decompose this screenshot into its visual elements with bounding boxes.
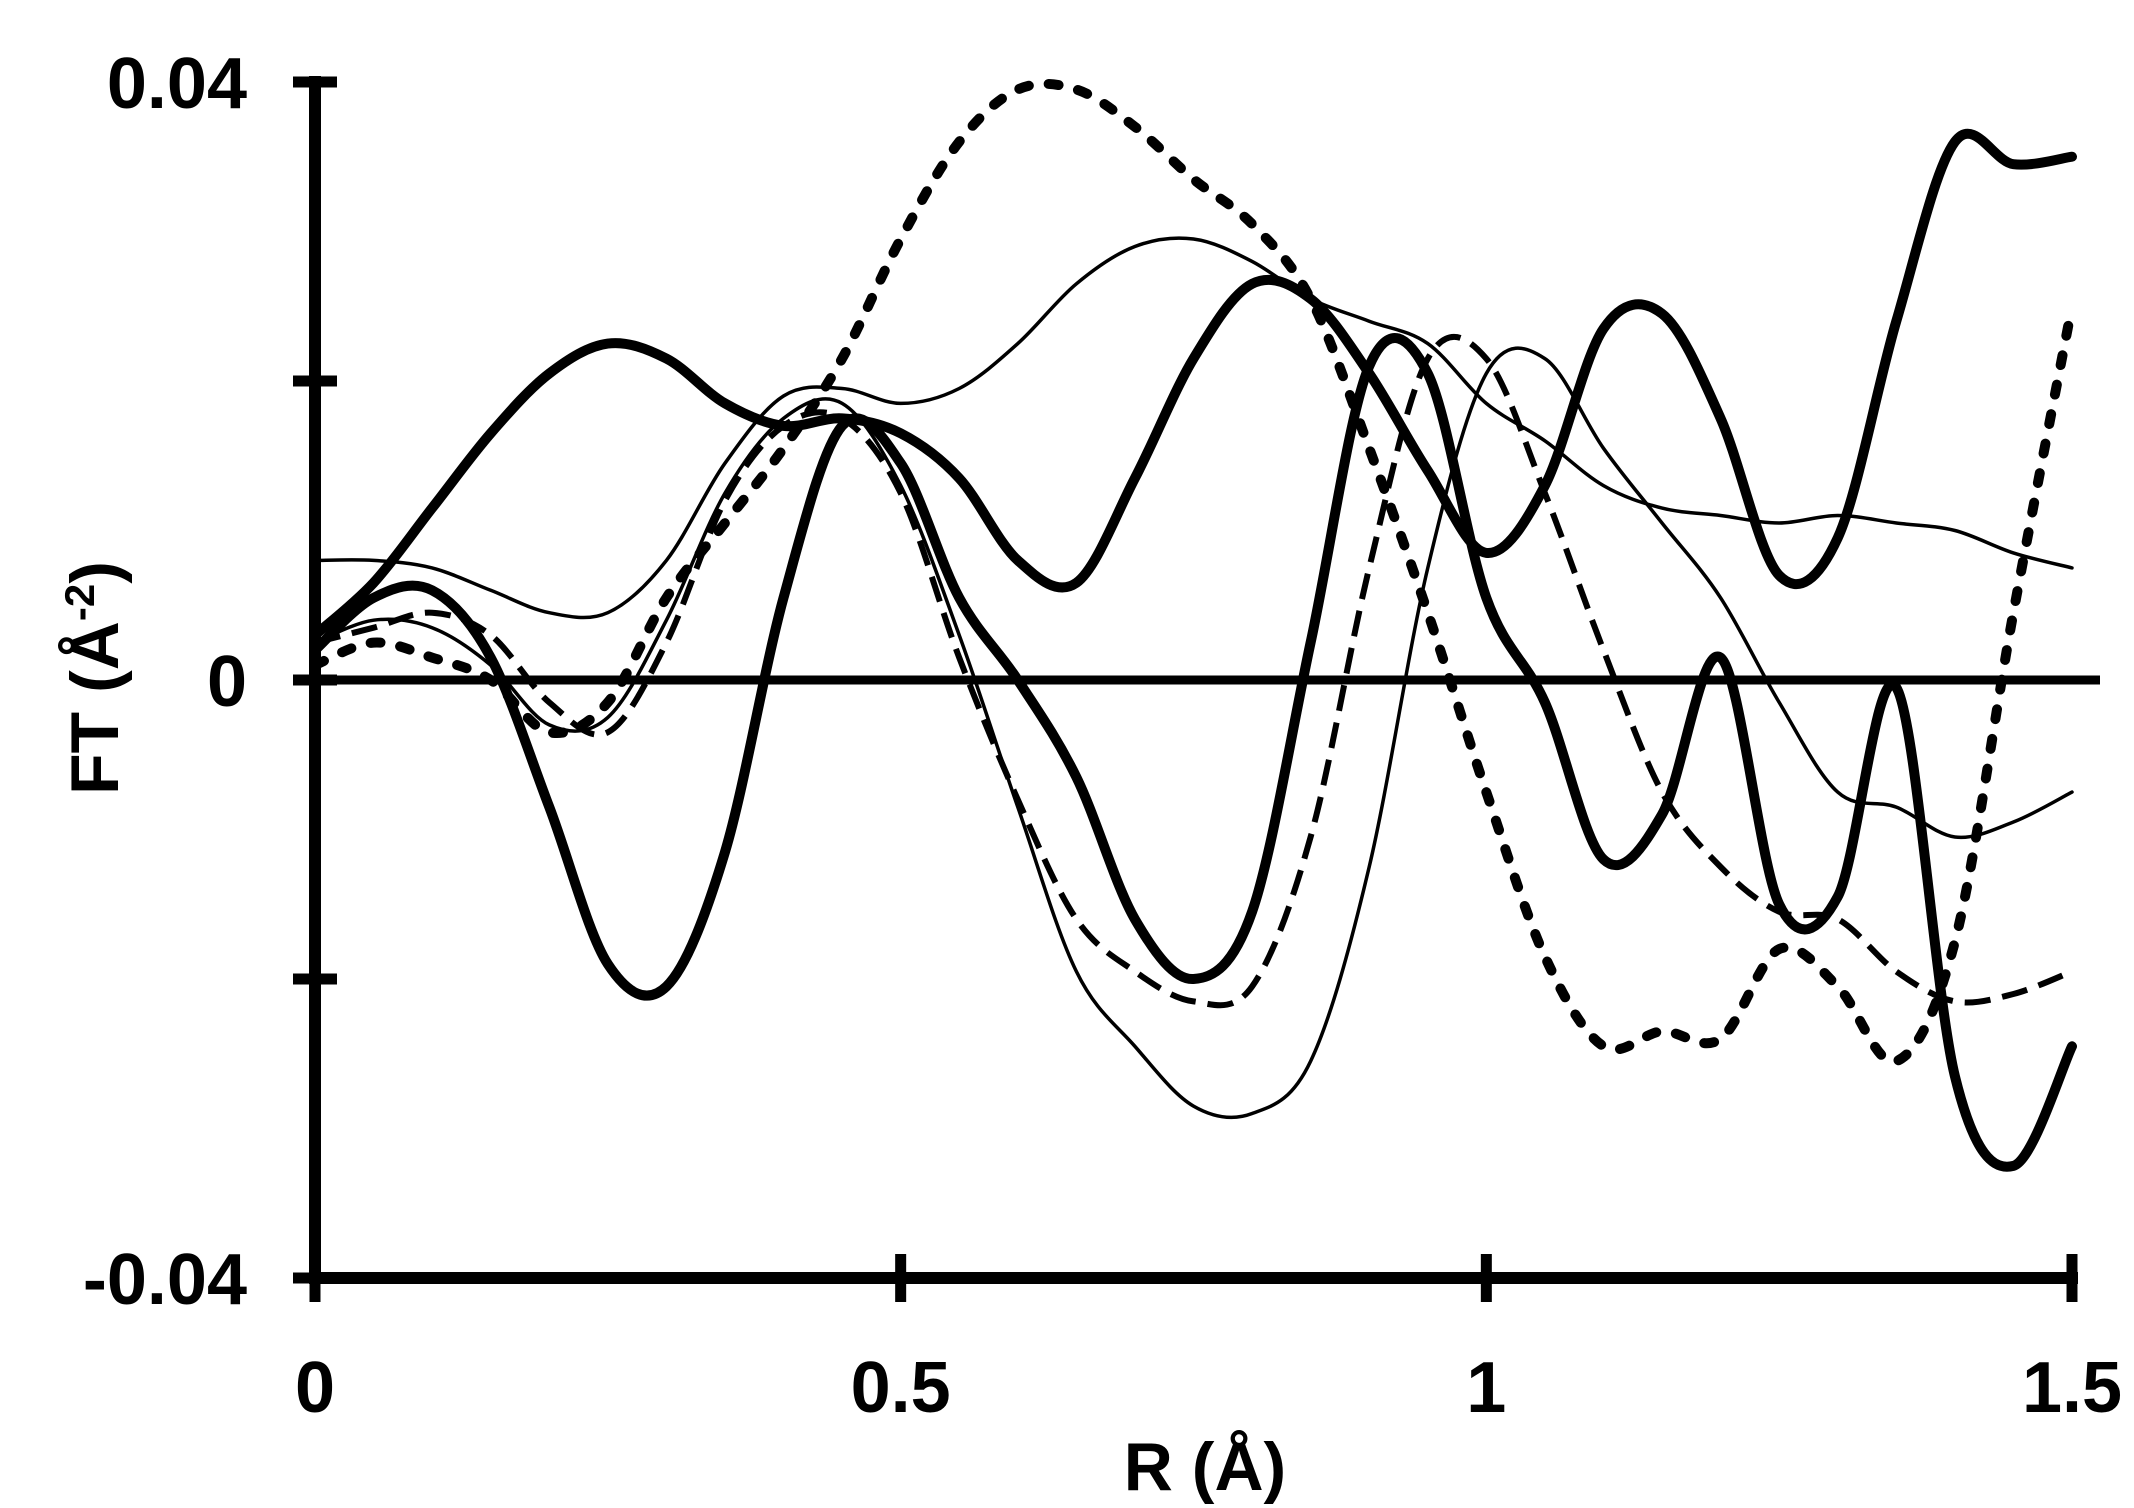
y-axis-title-superscript: -2 <box>56 584 103 621</box>
x-tick-label: 1.5 <box>2022 1348 2122 1428</box>
y-tick-label: 0.04 <box>107 44 247 124</box>
labels-layer: -0.04 0 0.04 0 0.5 1 1.5 <box>83 44 2122 1428</box>
y-axis-title-main: FT (Å <box>57 621 133 795</box>
series-line-3 <box>310 78 2077 1067</box>
x-tick-label: 0.5 <box>851 1348 951 1428</box>
series-layer <box>310 78 2077 1172</box>
x-tick-label: 1 <box>1466 1348 1506 1428</box>
series-line-2 <box>310 333 2077 1172</box>
series-line-4 <box>313 236 2074 620</box>
series-line-1 <box>310 128 2077 641</box>
y-tick-label: -0.04 <box>83 1240 247 1320</box>
y-axis-title-close: ) <box>57 561 133 584</box>
series-line-5 <box>313 346 2074 1120</box>
y-tick-label: 0 <box>207 642 247 722</box>
ticks-layer <box>293 76 2078 1302</box>
y-axis-title: FT (Å-2) <box>56 561 133 795</box>
x-axis-title: R (Å) <box>1124 1429 1286 1505</box>
series-line-6 <box>314 334 2074 1009</box>
x-tick-label: 0 <box>295 1348 335 1428</box>
